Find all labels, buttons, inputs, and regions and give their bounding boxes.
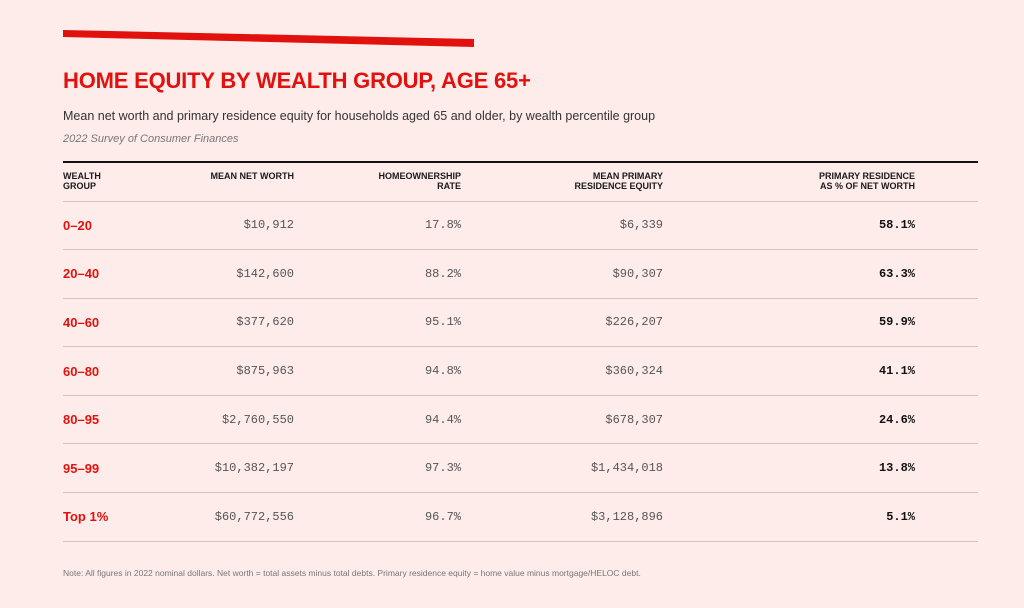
cell-homeownership-rate: 94.8% [424, 364, 461, 379]
cell-mean-net-worth: $60,772,556 [214, 509, 294, 524]
column-header-mean-net-worth: MEAN NET WORTH [210, 171, 295, 181]
table-header-row: WEALTH GROUP MEAN NET WORTH HOMEOWNERSHI… [63, 162, 978, 201]
cell-mean-residence-equity: $1,434,018 [590, 461, 663, 476]
cell-spacer [915, 298, 978, 347]
column-header-mean-primary-residence-equity: MEAN PRIMARY RESIDENCE EQUITY [574, 171, 663, 191]
cell-residence-share: 13.8% [878, 461, 915, 476]
accent-stripe [63, 30, 474, 47]
cell-wealth-group: 20–40 [63, 266, 100, 282]
cell-mean-residence-equity: $360,324 [605, 364, 663, 379]
cell-spacer [915, 395, 978, 444]
cell-homeownership-rate: 17.8% [424, 218, 461, 233]
table-row: 80–95 $2,760,550 94.4% $678,307 24.6% [63, 395, 978, 444]
cell-wealth-group: Top 1% [63, 509, 109, 525]
cell-mean-net-worth: $10,382,197 [214, 461, 294, 476]
cell-mean-net-worth: $142,600 [236, 266, 294, 281]
chart-source: 2022 Survey of Consumer Finances [63, 133, 239, 145]
chart-title: HOME EQUITY BY WEALTH GROUP, AGE 65+ [63, 68, 531, 93]
cell-spacer [915, 493, 978, 542]
cell-mean-net-worth: $2,760,550 [221, 412, 294, 427]
cell-residence-share: 63.3% [878, 266, 915, 281]
cell-mean-net-worth: $377,620 [236, 315, 294, 330]
cell-residence-share: 41.1% [878, 364, 915, 379]
chart-subtitle: Mean net worth and primary residence equ… [63, 109, 656, 123]
cell-wealth-group: 40–60 [63, 314, 100, 330]
cell-spacer [915, 444, 978, 493]
data-table: WEALTH GROUP MEAN NET WORTH HOMEOWNERSHI… [63, 161, 978, 542]
column-spacer [915, 162, 978, 201]
cell-residence-share: 24.6% [878, 412, 915, 427]
table-row: 95–99 $10,382,197 97.3% $1,434,018 13.8% [63, 443, 978, 493]
table-row: 0–20 $10,912 17.8% $6,339 58.1% [63, 201, 978, 250]
table-row: 20–40 $142,600 88.2% $90,307 63.3% [63, 249, 978, 299]
cell-homeownership-rate: 96.7% [424, 509, 461, 524]
column-header-homeownership-rate: HOMEOWNERSHIP RATE [378, 171, 461, 191]
data-table-container: WEALTH GROUP MEAN NET WORTH HOMEOWNERSHI… [63, 161, 978, 542]
cell-mean-residence-equity: $678,307 [605, 412, 663, 427]
cell-wealth-group: 60–80 [63, 363, 100, 379]
table-row: 40–60 $377,620 95.1% $226,207 59.9% [63, 298, 978, 347]
table-row: Top 1% $60,772,556 96.7% $3,128,896 5.1% [63, 492, 978, 542]
cell-homeownership-rate: 95.1% [424, 315, 461, 330]
footnote: Note: All figures in 2022 nominal dollar… [63, 568, 641, 578]
cell-mean-residence-equity: $226,207 [605, 315, 663, 330]
cell-mean-net-worth: $875,963 [236, 364, 294, 379]
cell-homeownership-rate: 88.2% [424, 266, 461, 281]
cell-mean-residence-equity: $6,339 [619, 218, 663, 233]
cell-wealth-group: 95–99 [63, 460, 100, 476]
cell-mean-net-worth: $10,912 [243, 218, 294, 233]
cell-wealth-group: 80–95 [63, 412, 100, 428]
column-header-residence-share: PRIMARY RESIDENCE AS % OF NET WORTH [818, 171, 915, 191]
cell-wealth-group: 0–20 [63, 217, 92, 233]
cell-homeownership-rate: 97.3% [424, 461, 461, 476]
cell-homeownership-rate: 94.4% [424, 412, 461, 427]
table-row: 60–80 $875,963 94.8% $360,324 41.1% [63, 346, 978, 396]
cell-spacer [915, 201, 978, 250]
cell-residence-share: 58.1% [878, 218, 915, 233]
cell-mean-residence-equity: $90,307 [612, 266, 663, 281]
cell-residence-share: 59.9% [878, 315, 915, 330]
table-body: 0–20 $10,912 17.8% $6,339 58.1% 20–40 $142,600… [63, 201, 978, 542]
cell-residence-share: 5.1% [886, 509, 915, 524]
column-header-wealth-group: WEALTH GROUP [63, 171, 101, 191]
cell-mean-residence-equity: $3,128,896 [590, 509, 663, 524]
cell-spacer [915, 347, 978, 396]
cell-spacer [915, 250, 978, 299]
